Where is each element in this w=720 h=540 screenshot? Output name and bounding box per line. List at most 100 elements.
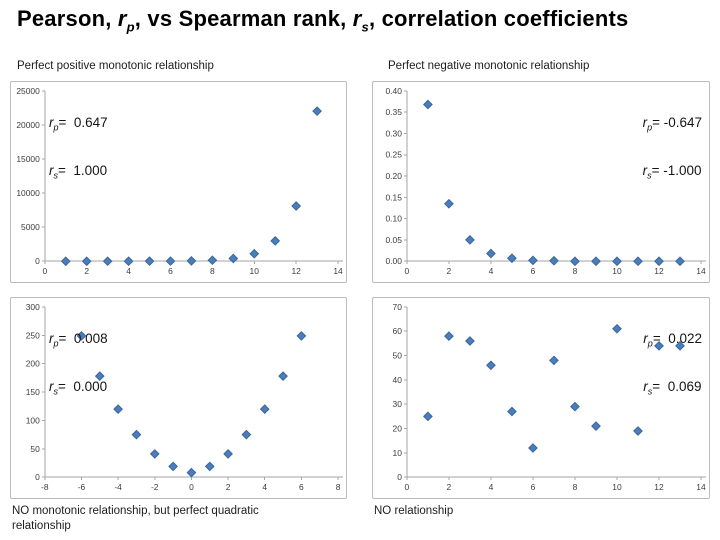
pearson-value-line: rp= -0.647 xyxy=(642,115,702,133)
svg-text:0.10: 0.10 xyxy=(385,214,402,224)
rs-value: 1.000 xyxy=(65,163,108,178)
r-symbol: r xyxy=(642,115,648,130)
svg-text:2: 2 xyxy=(447,266,452,276)
p-subscript: p xyxy=(647,338,653,349)
svg-text:8: 8 xyxy=(336,482,341,492)
scatter-plot: 0 5000 10000 15000 20000 25000 0 2 4 6 8 10 12 14 xyxy=(16,86,343,276)
svg-text:8: 8 xyxy=(210,266,215,276)
rp-value: 0.647 xyxy=(66,115,108,130)
rp-value: 0.008 xyxy=(66,331,108,346)
svg-text:-6: -6 xyxy=(78,482,86,492)
svg-text:4: 4 xyxy=(262,482,267,492)
svg-text:40: 40 xyxy=(393,375,403,385)
svg-text:0.40: 0.40 xyxy=(385,86,402,96)
svg-text:10: 10 xyxy=(393,448,403,458)
svg-text:0.30: 0.30 xyxy=(385,128,402,138)
title-s-subscript: s xyxy=(361,19,369,35)
svg-text:2: 2 xyxy=(84,266,89,276)
r-symbol: r xyxy=(643,379,648,394)
svg-text:8: 8 xyxy=(573,482,578,492)
chart-caption: NO relationship xyxy=(374,505,454,517)
svg-text:2: 2 xyxy=(447,482,452,492)
rp-value: -0.647 xyxy=(659,115,702,130)
title-p-subscript: p xyxy=(126,19,135,35)
correlation-annotation: rp= 0.647 rs= 1.000 xyxy=(49,83,108,211)
chart-panel-perfect-negative: Perfect negative monotonic relationship … xyxy=(372,59,710,283)
equals-sign: = xyxy=(58,163,66,178)
title-r-symbol: r xyxy=(352,6,362,31)
svg-text:25000: 25000 xyxy=(16,86,40,96)
svg-text:50: 50 xyxy=(393,351,403,361)
equals-sign: = xyxy=(652,331,661,346)
svg-text:5000: 5000 xyxy=(21,222,40,232)
svg-text:6: 6 xyxy=(168,266,173,276)
svg-text:4: 4 xyxy=(126,266,131,276)
p-subscript: p xyxy=(647,122,653,133)
svg-text:14: 14 xyxy=(696,482,706,492)
svg-text:0: 0 xyxy=(405,482,410,492)
correlation-annotation: rp= 0.008 rs= 0.000 xyxy=(49,299,108,427)
title-text: , correlation coefficients xyxy=(368,6,629,31)
title-text: , vs Spearman rank, xyxy=(134,6,353,31)
scatter-chart-perfect-positive: 0 5000 10000 15000 20000 25000 0 2 4 6 8 10 12 14 rp=… xyxy=(10,81,347,283)
svg-text:200: 200 xyxy=(26,359,40,369)
pearson-value-line: rp= 0.022 xyxy=(643,331,702,349)
scatter-chart-no-relationship: 0 10 20 30 40 50 60 70 0 2 4 6 8 10 12 14 rp= 0.022 rs=… xyxy=(372,297,710,499)
svg-text:2: 2 xyxy=(226,482,231,492)
svg-text:30: 30 xyxy=(393,399,403,409)
equals-sign: = xyxy=(651,163,660,178)
chart-caption: NO monotonic relationship, but perfect q… xyxy=(12,505,259,532)
equals-sign: = xyxy=(58,115,67,130)
svg-text:0: 0 xyxy=(189,482,194,492)
rs-value: 0.000 xyxy=(65,379,108,394)
svg-text:4: 4 xyxy=(489,266,494,276)
svg-text:0.35: 0.35 xyxy=(385,107,402,117)
chart-caption: Perfect negative monotonic relationship xyxy=(388,60,590,72)
svg-text:0.05: 0.05 xyxy=(385,235,402,245)
svg-text:10: 10 xyxy=(612,482,622,492)
svg-text:12: 12 xyxy=(654,266,664,276)
equals-sign: = xyxy=(652,379,661,394)
r-symbol: r xyxy=(49,379,54,394)
svg-text:0: 0 xyxy=(35,472,40,482)
svg-text:150: 150 xyxy=(26,387,40,397)
spearman-value-line: rs= 0.000 xyxy=(49,379,108,396)
pearson-value-line: rp= 0.647 xyxy=(49,115,108,132)
svg-text:-2: -2 xyxy=(151,482,159,492)
svg-text:-8: -8 xyxy=(41,482,49,492)
svg-text:-4: -4 xyxy=(114,482,122,492)
spearman-value-line: rs= 0.069 xyxy=(643,379,702,397)
page-title: Pearson, rp, vs Spearman rank, rs, corre… xyxy=(17,6,629,35)
svg-text:6: 6 xyxy=(299,482,304,492)
svg-text:0: 0 xyxy=(42,266,47,276)
p-subscript: p xyxy=(53,338,59,349)
correlation-annotation: rp= -0.647 rs= -1.000 xyxy=(643,83,702,211)
svg-text:4: 4 xyxy=(489,482,494,492)
svg-text:20000: 20000 xyxy=(16,120,40,130)
correlation-annotation: rp= 0.022 rs= 0.069 xyxy=(643,299,702,427)
svg-text:0: 0 xyxy=(397,472,402,482)
s-subscript: s xyxy=(53,170,59,181)
svg-text:12: 12 xyxy=(291,266,301,276)
svg-text:0.20: 0.20 xyxy=(385,171,402,181)
equals-sign: = xyxy=(652,115,660,130)
scatter-chart-quadratic: 0 50 100 150 200 250 300 -8 -6 -4 -2 0 2 4 6 8 rp= 0.00… xyxy=(10,297,347,499)
scatter-plot: 0 10 20 30 40 50 60 70 0 2 4 6 8 10 12 14 xyxy=(393,302,707,492)
svg-text:20: 20 xyxy=(393,424,403,434)
svg-text:15000: 15000 xyxy=(16,154,40,164)
svg-text:300: 300 xyxy=(26,302,40,312)
r-symbol: r xyxy=(49,331,54,346)
svg-text:14: 14 xyxy=(333,266,343,276)
rp-value: 0.022 xyxy=(660,331,702,346)
equals-sign: = xyxy=(58,331,67,346)
svg-text:0: 0 xyxy=(35,256,40,266)
pearson-value-line: rp= 0.008 xyxy=(49,331,108,349)
s-subscript: s xyxy=(647,386,653,397)
svg-text:250: 250 xyxy=(26,330,40,340)
svg-text:6: 6 xyxy=(531,266,536,276)
chart-panel-no-relationship: 0 10 20 30 40 50 60 70 0 2 4 6 8 10 12 14 rp= 0.022 rs=… xyxy=(372,297,710,519)
r-symbol: r xyxy=(49,115,54,130)
r-symbol: r xyxy=(643,331,648,346)
chart-panel-perfect-positive: Perfect positive monotonic relationship … xyxy=(10,59,347,283)
